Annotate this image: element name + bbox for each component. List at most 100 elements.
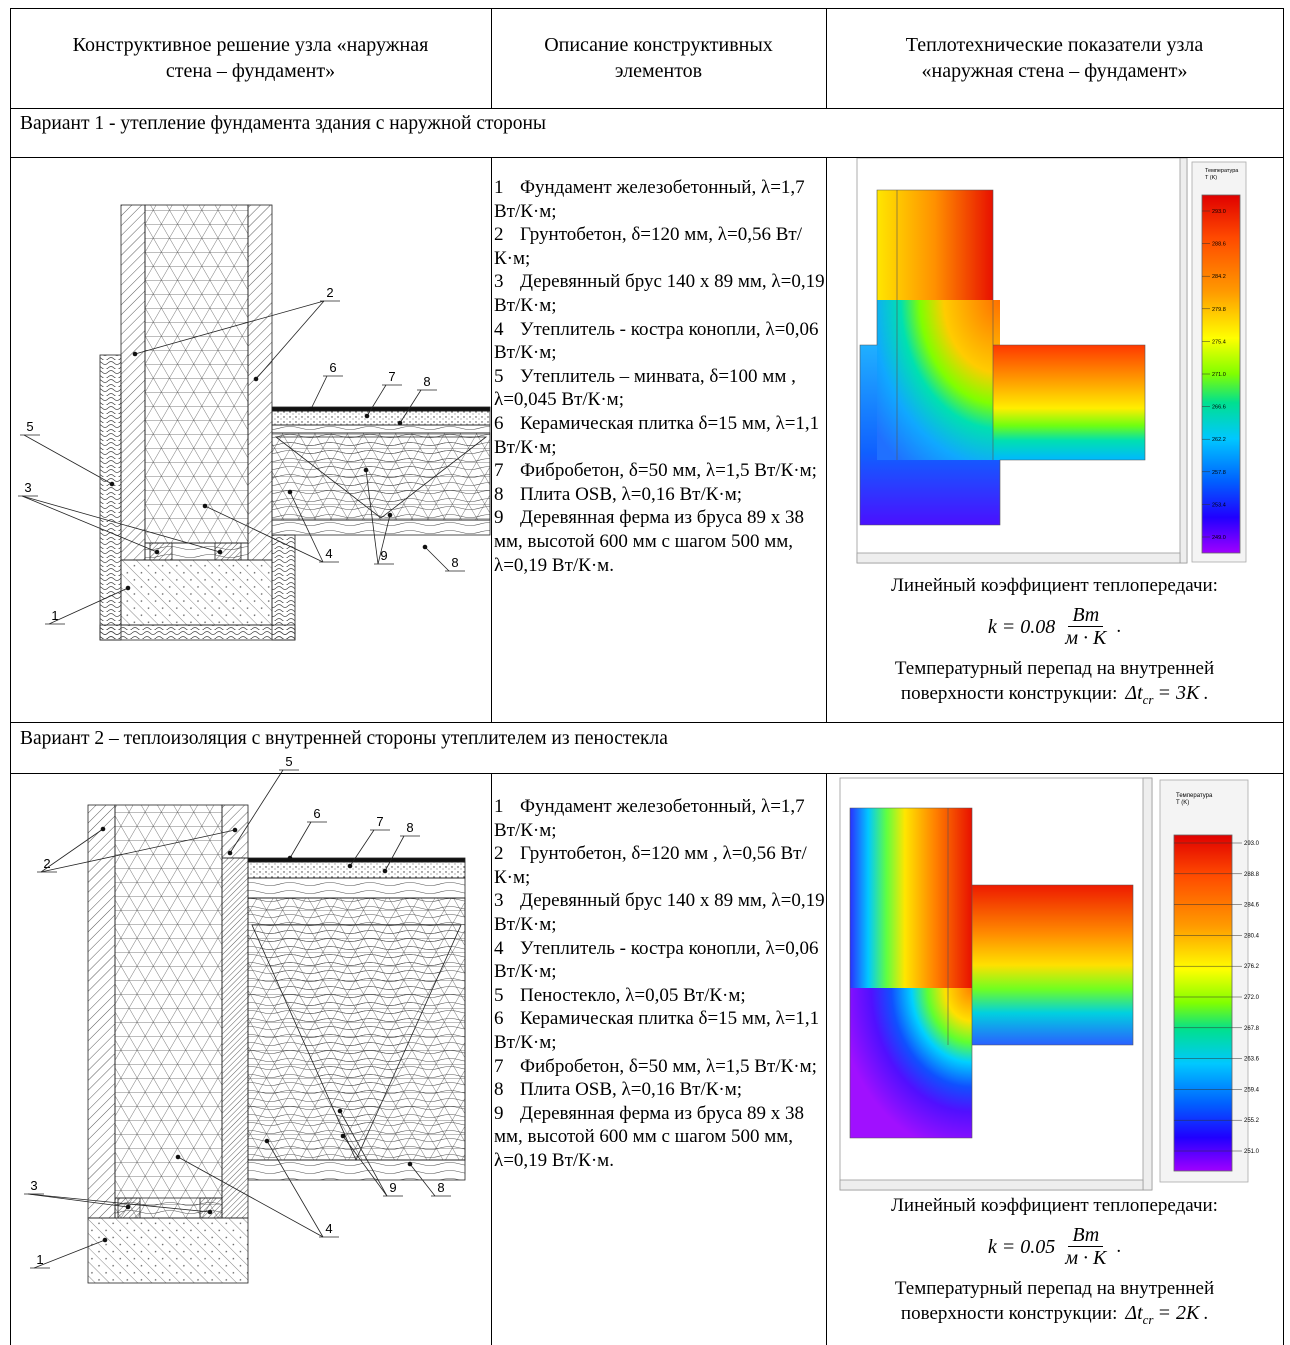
leader-dot (423, 545, 428, 550)
element-text: Плита OSB, λ=0,16 Вт/К·м; (520, 1079, 742, 1100)
fibre-concrete (248, 862, 465, 878)
scrollbar (857, 553, 1180, 563)
ceramic-tile (248, 858, 465, 862)
element-text: Пеностекло, λ=0,05 Вт/К·м; (520, 985, 746, 1006)
leader-dot (101, 827, 106, 832)
page-body: {"table": { "header": [ "Конструктивное … (0, 0, 1290, 1345)
soil-concrete-wall (121, 205, 145, 560)
element-number: 3 (494, 889, 520, 913)
element-number: 3 (494, 270, 520, 294)
foundation (88, 1218, 248, 1283)
table-rule (10, 722, 1284, 723)
element-number: 8 (494, 1078, 520, 1102)
table-rule (491, 8, 492, 108)
coef-denominator: м · К (1061, 1247, 1110, 1269)
legend-tick-label: 257.8 (1212, 470, 1226, 476)
legend-tick-label: 266.6 (1212, 405, 1226, 411)
results: Линейный коэффициент теплопередачи:k = 0… (836, 1194, 1273, 1332)
timber-beam (200, 1198, 222, 1218)
header-cell: Теплотехнические показатели узла «наружн… (866, 32, 1243, 84)
leader-dot (208, 1210, 213, 1215)
coef-tail: . (1116, 1235, 1121, 1259)
element-number: 4 (494, 318, 520, 342)
hemp-insulation (145, 205, 248, 543)
scrollbar (840, 1180, 1143, 1190)
drawing-label: 4 (325, 546, 332, 561)
leader-dot (365, 414, 370, 419)
leader-line (425, 547, 449, 571)
element-list: 1Фундамент железобетонный, λ=1,7 Вт/К·м;… (494, 795, 826, 1173)
coef-tail: . (1116, 615, 1121, 639)
drawing-label: 2 (326, 285, 333, 300)
leader-line (24, 435, 112, 484)
element-number: 9 (494, 1102, 520, 1126)
coef-formula: k = 0.05Втм · К. (836, 1224, 1273, 1269)
coef-label: Линейный коэффициент теплопередачи: (836, 574, 1273, 598)
leader-dot (228, 851, 233, 856)
delta-lhs: Δt (1125, 682, 1142, 704)
legend-tick-label: 280.4 (1244, 933, 1260, 939)
legend-tick-label: 263.6 (1244, 1057, 1260, 1063)
legend-title: Температура (1176, 793, 1213, 799)
table-rule (826, 8, 827, 108)
table-rule (10, 157, 1284, 158)
legend-tick-label: 279.8 (1212, 307, 1226, 313)
drawing-label: 1 (51, 608, 58, 623)
element-item: 6Керамическая плитка δ=15 мм, λ=1,1 Вт/К… (494, 1007, 826, 1054)
leader-dot (203, 504, 208, 509)
drawing-label: 6 (329, 360, 336, 375)
legend-tick-label: 284.6 (1244, 903, 1260, 909)
leader-dot (288, 856, 293, 861)
element-item: 3Деревянный брус 140 х 89 мм, λ=0,19 Вт/… (494, 889, 826, 936)
legend-unit: T (K) (1176, 800, 1189, 806)
element-item: 7Фибробетон, δ=50 мм, λ=1,5 Вт/К·м; (494, 1055, 826, 1079)
element-text: Деревянная ферма из бруса 89 х 38 мм, вы… (494, 507, 804, 575)
delta-rhs: = 3K (1153, 682, 1199, 704)
leader-dot (233, 828, 238, 833)
element-number: 6 (494, 1007, 520, 1031)
table-rule (10, 108, 1284, 109)
leader-dot (133, 352, 138, 357)
variant-title: Вариант 2 – теплоизоляция с внутренней с… (20, 727, 1270, 751)
leader-dot (309, 407, 314, 412)
legend-tick-label: 267.8 (1244, 1026, 1260, 1032)
delta-tail: . (1199, 683, 1208, 704)
legend-tick-label: 251.0 (1244, 1149, 1260, 1155)
element-text: Грунтобетон, δ=120 мм, λ=0,56 Вт/К·м; (494, 224, 802, 269)
legend-tick-label: 262.2 (1212, 437, 1226, 443)
delta-rhs: = 2K (1153, 1302, 1199, 1324)
leader-dot (254, 377, 259, 382)
leader-dot (103, 1238, 108, 1243)
drawing-label: 6 (313, 806, 320, 821)
hemp-insulation (115, 805, 222, 1218)
results: Линейный коэффициент теплопередачи: k = 0… (836, 574, 1273, 712)
table-rule (10, 8, 11, 1345)
heat-field (993, 345, 1145, 460)
heat-field (877, 190, 993, 310)
element-number: 9 (494, 506, 520, 530)
element-number: 7 (494, 459, 520, 483)
coef-lhs: k = 0.08 (988, 615, 1055, 639)
delta-tail: . (1199, 1303, 1208, 1324)
leader-dot (155, 550, 160, 555)
table-rule (10, 773, 1284, 774)
element-item: 8Плита OSB, λ=0,16 Вт/К·м; (494, 483, 826, 507)
leader-dot (126, 1205, 131, 1210)
leader-dot (341, 1134, 346, 1139)
leader-dot (265, 1139, 270, 1144)
legend-tick-label: 259.4 (1244, 1087, 1260, 1093)
element-text: Фундамент железобетонный, λ=1,7 Вт/К·м; (494, 177, 805, 222)
legend-tick-label: 284.2 (1212, 274, 1226, 280)
osb-board (248, 878, 465, 898)
legend-title: Температура (1205, 168, 1239, 174)
leader-dot (348, 864, 353, 869)
scrollbar (1143, 778, 1152, 1190)
element-text: Фундамент железобетонный, λ=1,7 Вт/К·м; (494, 796, 805, 841)
element-number: 2 (494, 223, 520, 247)
element-text: Плита OSB, λ=0,16 Вт/К·м; (520, 484, 742, 505)
ceramic-tile (272, 407, 490, 411)
